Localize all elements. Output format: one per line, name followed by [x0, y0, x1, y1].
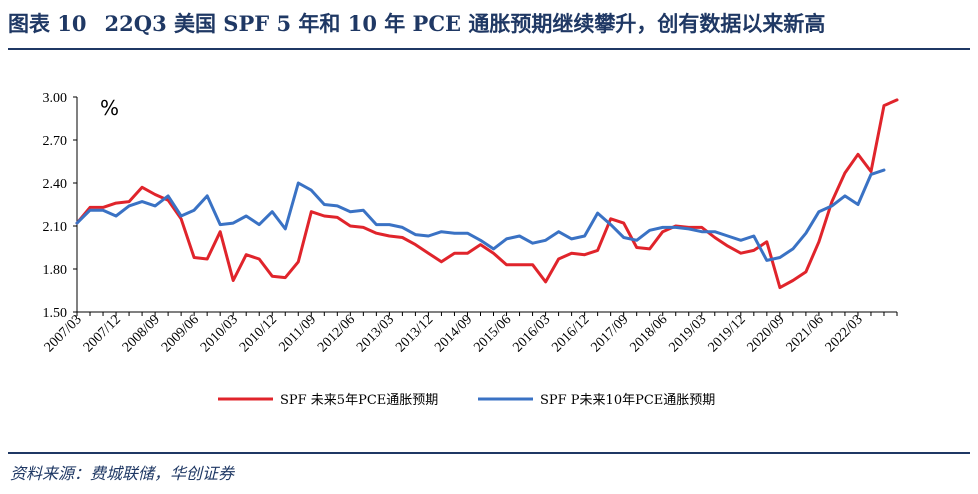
source-divider	[8, 452, 970, 454]
x-tick-label: 2013/12	[393, 312, 436, 355]
y-tick-label: 3.00	[43, 91, 68, 106]
figure-caption: 22Q3 美国 SPF 5 年和 10 年 PCE 通胀预期继续攀升，创有数据以…	[104, 11, 826, 36]
title-divider	[8, 48, 970, 50]
y-tick-label: 2.10	[43, 220, 68, 235]
x-tick-label: 2011/09	[276, 312, 319, 355]
series-line-10yr	[75, 168, 886, 262]
figure-number: 图表 10	[8, 11, 87, 36]
x-tick-label: 2007/12	[81, 312, 124, 355]
x-tick-label: 2014/09	[432, 312, 475, 355]
y-tick-label: 2.70	[43, 134, 68, 149]
x-tick-label: 2009/06	[159, 312, 202, 355]
x-tick-label: 2016/12	[549, 312, 592, 355]
x-tick-label: 2017/09	[588, 312, 631, 355]
figure-title: 图表 10 22Q3 美国 SPF 5 年和 10 年 PCE 通胀预期继续攀升，…	[8, 8, 970, 42]
y-tick-label: 1.80	[43, 263, 68, 278]
x-tick-label: 2021/06	[784, 312, 827, 355]
y-unit-label: %	[100, 96, 119, 120]
x-tick-label: 2013/03	[354, 312, 397, 355]
x-tick-label: 2015/06	[471, 312, 514, 355]
x-tick-label: 2012/06	[315, 312, 358, 355]
x-tick-label: 2018/06	[627, 312, 670, 355]
source-note: 资料来源：费城联储，华创证券	[10, 464, 235, 483]
x-tick-label: 2016/03	[510, 312, 553, 355]
legend-label-10yr: SPF P未来10年PCE通胀预期	[540, 393, 715, 408]
y-tick-label: 2.40	[43, 177, 68, 192]
legend-label-5yr: SPF 未来5年PCE通胀预期	[280, 393, 438, 408]
x-tick-label: 2019/03	[667, 312, 710, 355]
x-tick-label: 2010/12	[237, 312, 280, 355]
x-tick-label: 2019/12	[706, 312, 749, 355]
x-tick-label: 2008/09	[120, 312, 163, 355]
x-tick-label: 2020/09	[745, 312, 788, 355]
x-tick-label: 2022/03	[823, 312, 866, 355]
y-tick-label: 1.50	[43, 306, 68, 321]
x-tick-label: 2010/03	[198, 312, 241, 355]
